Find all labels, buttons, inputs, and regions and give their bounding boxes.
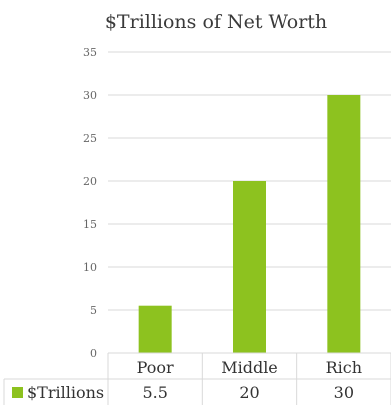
data-table: Poor Middle Rich $Trillions 5.5 20 30 [3,352,391,405]
y-tick-label: 10 [83,261,97,274]
legend-key-swatch [12,387,23,398]
table-value-cell: 30 [334,383,354,402]
x-category-label: Rich [326,358,362,377]
y-tick-label: 30 [83,89,97,102]
y-tick-label: 15 [83,218,97,231]
table-value-cell: 5.5 [142,383,167,402]
x-category-label: Middle [221,358,278,377]
table-value-cell: 20 [239,383,259,402]
y-tick-label: 25 [83,132,97,145]
legend-series-label: $Trillions [27,383,104,402]
y-axis: 0 5 10 15 20 25 30 35 [83,46,97,360]
y-tick-label: 5 [90,304,97,317]
y-tick-label: 35 [83,46,97,59]
bars [138,95,361,353]
y-tick-label: 20 [83,175,97,188]
bar-middle [233,181,266,353]
x-category-label: Poor [137,358,174,377]
chart-title: $Trillions of Net Worth [105,11,327,33]
y-tick-label: 0 [90,347,97,360]
bar-poor [138,305,172,353]
bar-rich [327,95,361,353]
